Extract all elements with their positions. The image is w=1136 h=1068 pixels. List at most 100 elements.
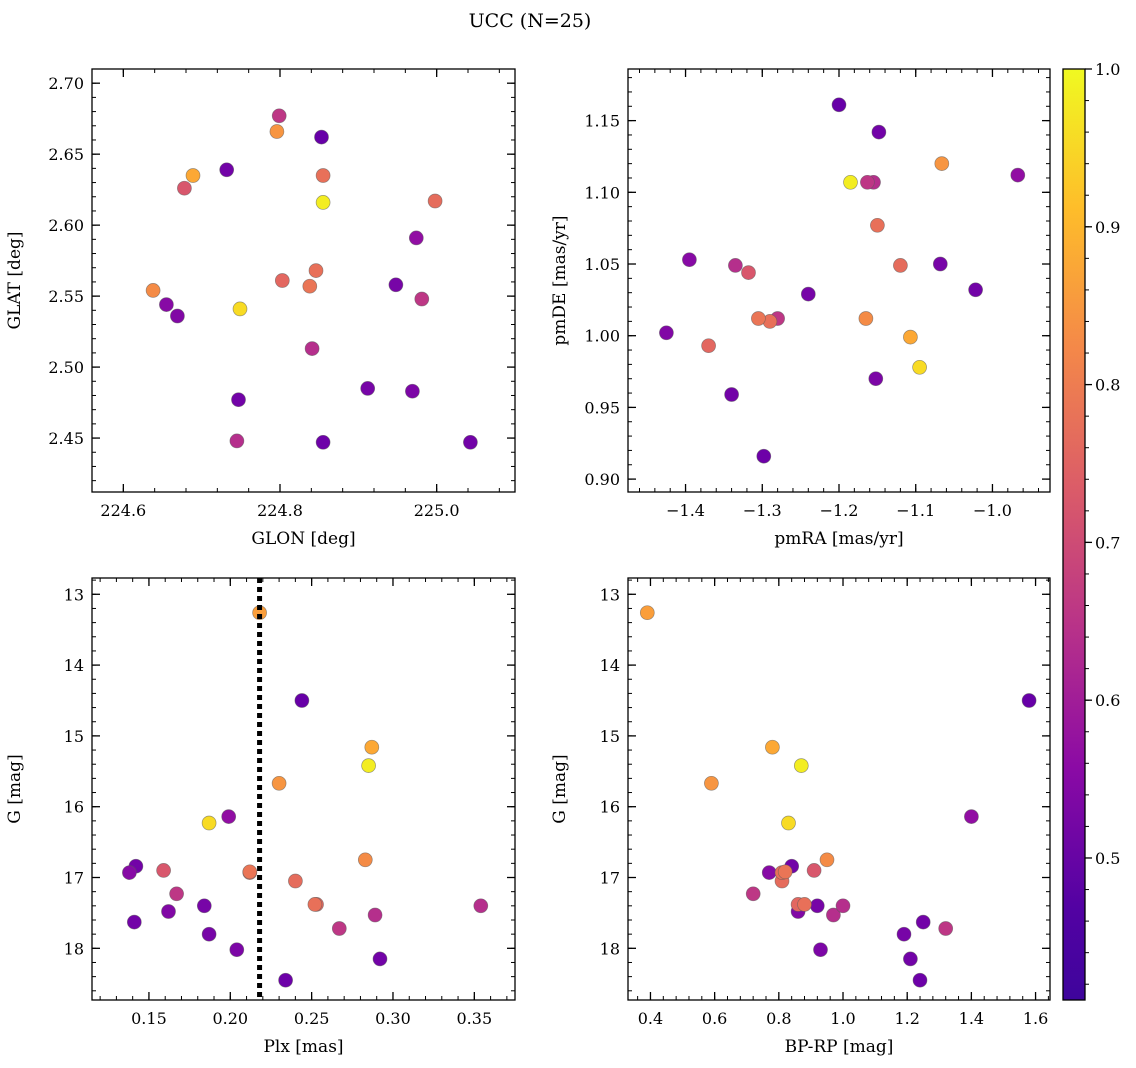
y-tick-label: 2.60: [48, 216, 84, 235]
data-point: [242, 864, 258, 880]
x-tick-label: −1.2: [820, 501, 859, 520]
data-point: [912, 972, 928, 988]
data-point: [871, 124, 887, 140]
data-point: [1010, 167, 1026, 183]
data-point: [932, 256, 948, 272]
axes-frame: [91, 68, 516, 493]
data-point: [364, 739, 380, 755]
y-tick-label: 2.65: [48, 145, 84, 164]
data-point: [145, 283, 161, 298]
data-point: [819, 852, 835, 868]
data-point: [201, 815, 217, 831]
data-point: [912, 359, 927, 375]
x-tick-label: −1.1: [896, 501, 935, 520]
data-point: [126, 914, 142, 930]
y-axis-label: pmDE [mas/yr]: [550, 215, 570, 345]
x-tick-label: −1.0: [973, 501, 1012, 520]
data-point: [271, 108, 287, 124]
data-point: [835, 898, 851, 914]
data-point: [314, 129, 329, 145]
colorbar-tick-label: 0.7: [1095, 533, 1120, 552]
y-tick-label: 2.45: [48, 429, 84, 448]
x-tick-label: 0.4: [638, 1009, 663, 1028]
data-point: [122, 865, 137, 880]
data-point: [169, 886, 184, 902]
data-point: [288, 873, 303, 889]
data-point: [463, 434, 478, 450]
data-point: [777, 864, 793, 880]
data-point: [229, 942, 245, 958]
y-tick-label: 16: [600, 798, 620, 817]
data-point: [161, 904, 176, 919]
y-axis-label: G [mag]: [5, 754, 25, 823]
data-point: [781, 815, 796, 831]
data-point: [701, 338, 716, 354]
data-point: [357, 852, 373, 868]
data-point: [797, 897, 812, 912]
y-tick-label: 2.50: [48, 358, 84, 377]
data-point: [229, 433, 245, 449]
data-point: [938, 921, 954, 936]
data-point: [221, 809, 237, 824]
data-point: [177, 180, 192, 196]
data-point: [185, 168, 201, 183]
data-point: [765, 739, 780, 755]
x-axis-label: pmRA [mas/yr]: [774, 529, 903, 549]
x-tick-label: 224.6: [100, 501, 146, 520]
x-tick-label: 1.6: [1023, 1009, 1048, 1028]
y-tick-label: 1.15: [584, 112, 620, 131]
data-point: [361, 758, 376, 773]
data-point: [405, 383, 420, 399]
data-point: [756, 448, 772, 464]
data-point: [903, 329, 918, 345]
y-tick-label: 15: [64, 727, 84, 746]
axes-frame: [627, 68, 1051, 493]
y-tick-label: 0.95: [584, 398, 620, 417]
data-point: [304, 341, 320, 356]
data-point: [372, 951, 388, 967]
data-point: [831, 97, 847, 113]
axes-frame: [627, 577, 1051, 1001]
x-tick-label: 0.35: [457, 1009, 493, 1028]
data-point: [271, 775, 287, 791]
data-point: [761, 865, 777, 880]
data-point: [724, 387, 739, 402]
colorbar-tick-label: 1.0: [1095, 60, 1120, 79]
data-point: [315, 168, 331, 183]
data-point: [269, 124, 285, 139]
y-tick-label: 15: [600, 727, 620, 746]
data-point: [813, 942, 828, 958]
data-point: [170, 308, 185, 324]
x-axis-label: Plx [mas]: [263, 1037, 343, 1057]
data-point: [858, 311, 874, 326]
x-tick-label: −1.4: [666, 501, 705, 520]
data-point: [860, 174, 875, 190]
x-tick-label: 0.30: [375, 1009, 411, 1028]
data-point: [388, 277, 404, 293]
data-point: [893, 258, 908, 273]
x-tick-label: 0.15: [131, 1009, 167, 1028]
data-point: [159, 297, 174, 312]
colorbar: 0.5 0.6 0.7 0.8 0.9 1.0: [1062, 60, 1120, 1001]
data-point: [408, 230, 424, 246]
figure-title: UCC (N=25): [469, 10, 592, 32]
colorbar-tick-label: 0.6: [1095, 691, 1120, 710]
data-point: [219, 162, 235, 178]
data-point: [1021, 693, 1037, 708]
data-point: [274, 273, 290, 288]
data-point: [728, 258, 743, 273]
data-point: [294, 693, 310, 708]
y-tick-label: 18: [64, 939, 84, 958]
panel-cmd: 0.4 0.6 0.8 1.0 1.2 1.4 1.6 13 14 15 16 17 18 BP-RP […: [550, 577, 1051, 1057]
x-tick-label: 1.4: [959, 1009, 984, 1028]
colorbar-frame: [1062, 68, 1086, 1001]
x-tick-label: −1.3: [743, 501, 782, 520]
data-point: [968, 282, 983, 298]
y-tick-label: 17: [600, 869, 620, 888]
data-point: [232, 301, 248, 317]
data-point: [915, 914, 931, 930]
x-tick-label: 0.6: [702, 1009, 727, 1028]
data-point: [302, 278, 318, 294]
data-point: [639, 605, 655, 621]
